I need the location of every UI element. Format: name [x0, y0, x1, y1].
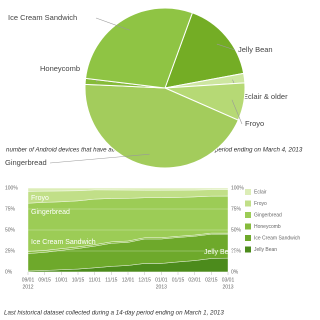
pie-label: Ice Cream Sandwich [8, 13, 77, 22]
legend-swatch [245, 200, 251, 207]
pie-label: Jelly Bean [238, 45, 273, 54]
area-caption: Last historical dataset collected during… [4, 310, 224, 317]
area-label: Gingerbread [31, 209, 70, 216]
x-year-label: 2013 [222, 284, 233, 290]
x-year-label: 2013 [156, 284, 167, 290]
pie-label: Froyo [245, 119, 264, 128]
legend-label: Jelly Bean [254, 247, 277, 253]
legend-swatch [245, 212, 251, 218]
x-tick-label: 10/01 [55, 277, 68, 283]
y-tick-label: 50% [5, 227, 16, 233]
leader-line [95, 17, 130, 31]
area-label: Jelly Bean [204, 249, 236, 256]
x-tick-label: 11/15 [105, 277, 117, 283]
y-tick-label: 0% [5, 269, 13, 275]
x-tick-label: 10/15 [72, 277, 85, 283]
legend-swatch [245, 223, 251, 230]
page: number of Android devices that have acce… [4, 7, 303, 317]
pie-label: Gingerbread [5, 158, 47, 167]
x-tick-label: 11/01 [89, 277, 101, 283]
x-tick-label: 09/15 [38, 277, 51, 283]
x-tick-label: 02/01 [188, 277, 201, 283]
x-tick-label: 12/15 [138, 277, 151, 283]
x-tick-label: 01/15 [172, 277, 185, 283]
pie-label: Eclair & older [243, 92, 288, 101]
x-tick-label: 02/15 [205, 277, 218, 283]
legend-swatch [245, 246, 251, 253]
area-label: Ice Cream Sandwich [31, 239, 96, 246]
y2-tick-label: 25% [231, 248, 242, 254]
y2-tick-label: 0% [231, 269, 239, 275]
leader-line [231, 99, 243, 125]
x-tick-label: 01/01 [155, 277, 168, 283]
y-tick-label: 25% [5, 248, 16, 254]
x-tick-label: 03/01 [222, 277, 235, 283]
legend-label: Honeycomb [254, 224, 281, 230]
y2-tick-label: 75% [231, 206, 242, 212]
legend-label: Gingerbread [254, 212, 282, 218]
legend-label: Eclair [254, 189, 267, 195]
leader-line [216, 43, 236, 51]
pie-slice [84, 83, 239, 169]
x-year-label: 2012 [22, 284, 33, 290]
y2-tick-label: 100% [231, 185, 244, 191]
legend-label: Froyo [254, 201, 267, 207]
x-tick-label: 12/01 [122, 277, 135, 283]
legend-label: Ice Cream Sandwich [254, 235, 300, 241]
pie-slice [164, 12, 245, 89]
pie-label: Honeycomb [40, 64, 80, 73]
y-tick-label: 75% [5, 206, 16, 212]
pie-slice [85, 7, 194, 89]
y-tick-label: 100% [5, 185, 18, 191]
y2-tick-label: 50% [231, 227, 242, 233]
area-label: Froyo [31, 195, 49, 202]
leader-line [49, 153, 150, 164]
x-tick-label: 09/01 [22, 277, 35, 283]
legend-swatch [245, 189, 251, 195]
legend-swatch [245, 235, 251, 241]
